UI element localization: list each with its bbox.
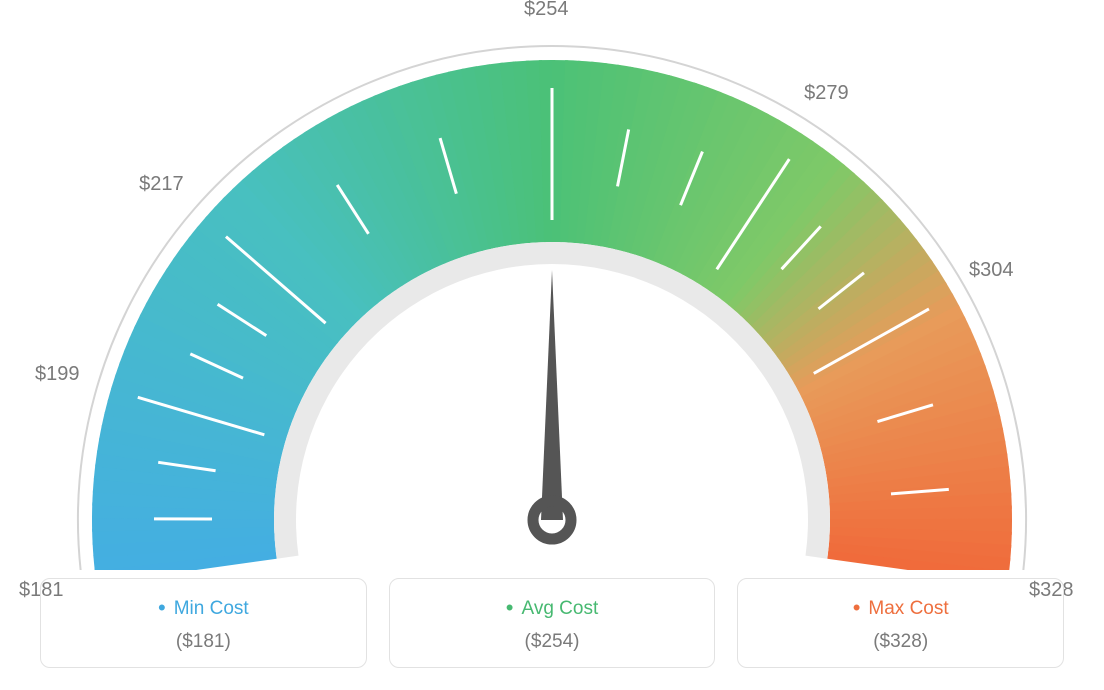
legend-avg-value: ($254) [400, 631, 705, 653]
gauge-tick-label: $254 [524, 0, 569, 21]
legend-row: Min Cost ($181) Avg Cost ($254) Max Cost… [40, 578, 1064, 668]
legend-max-value: ($328) [748, 631, 1053, 653]
legend-avg-label: Avg Cost [400, 595, 705, 621]
legend-max-label: Max Cost [748, 595, 1053, 621]
legend-card-min: Min Cost ($181) [40, 578, 367, 668]
gauge-needle [541, 270, 563, 520]
gauge-tick-label: $279 [804, 82, 849, 105]
gauge-svg [52, 10, 1052, 570]
legend-min-value: ($181) [51, 631, 356, 653]
gauge-tick-label: $217 [139, 173, 184, 196]
gauge-tick-label: $304 [969, 259, 1014, 282]
legend-card-avg: Avg Cost ($254) [389, 578, 716, 668]
gauge-container: $181$199$217$254$279$304$328 [0, 0, 1104, 570]
legend-min-label: Min Cost [51, 595, 356, 621]
legend-card-max: Max Cost ($328) [737, 578, 1064, 668]
gauge-tick-label: $199 [35, 363, 80, 386]
